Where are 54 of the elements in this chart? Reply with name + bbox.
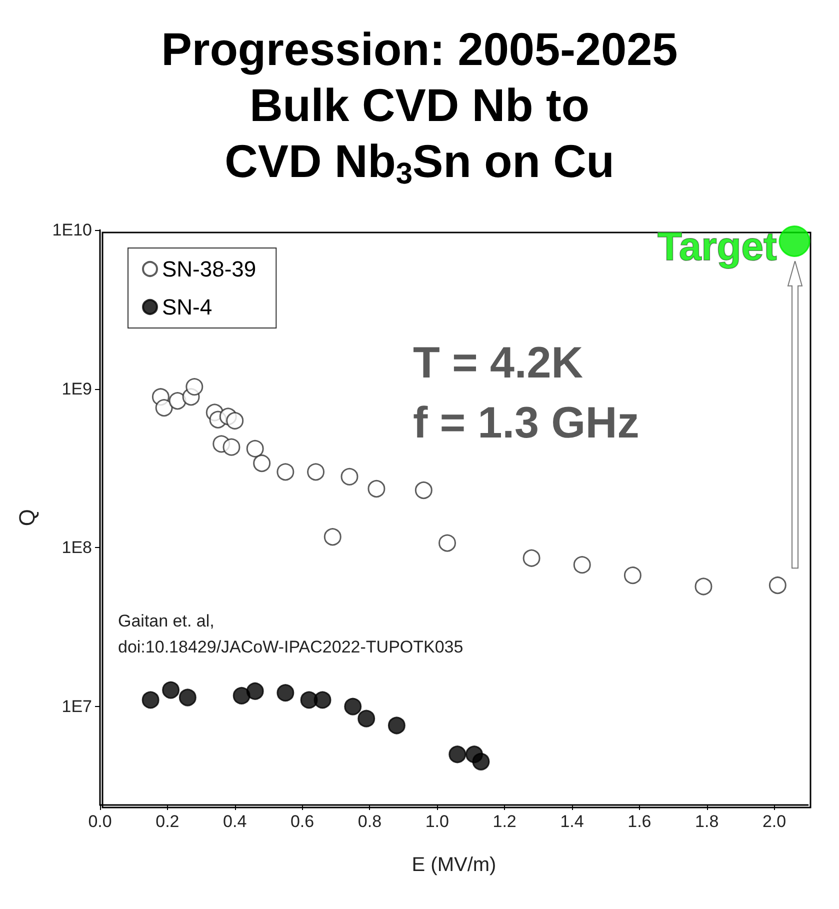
series-label: Target bbox=[657, 225, 777, 270]
point bbox=[276, 684, 294, 702]
point bbox=[624, 566, 642, 584]
point bbox=[344, 698, 362, 716]
point bbox=[246, 440, 264, 458]
point bbox=[226, 412, 244, 430]
y-axis-title: Q bbox=[14, 508, 40, 526]
point bbox=[246, 682, 264, 700]
point bbox=[314, 691, 332, 709]
point bbox=[340, 468, 358, 486]
point bbox=[142, 691, 160, 709]
point bbox=[168, 392, 186, 410]
point bbox=[358, 710, 376, 728]
point bbox=[522, 549, 540, 567]
point bbox=[186, 378, 204, 396]
x-tick-label: 0.2 bbox=[156, 812, 180, 831]
x-tick-label: 1.0 bbox=[425, 812, 449, 831]
point bbox=[388, 716, 406, 734]
point bbox=[368, 480, 386, 498]
point bbox=[573, 556, 591, 574]
point bbox=[155, 399, 173, 417]
point bbox=[768, 576, 786, 594]
point bbox=[178, 688, 196, 706]
point bbox=[253, 454, 271, 472]
point bbox=[162, 681, 180, 699]
point bbox=[438, 534, 456, 552]
x-tick-label: 1.4 bbox=[560, 812, 584, 831]
x-tick-label: 0.6 bbox=[290, 812, 314, 831]
x-axis-title: E (MV/m) bbox=[412, 854, 496, 876]
annotation: T = 4.2K f = 1.3 GHz bbox=[413, 338, 640, 448]
point bbox=[778, 225, 810, 257]
x-tick-label: 0.8 bbox=[358, 812, 382, 831]
annotation: Gaitan et. al, doi:10.18429/JACoW-IPAC2022-TUPOTK035 bbox=[118, 612, 464, 656]
x-tick-label: 1.8 bbox=[695, 812, 719, 831]
legend-label: SN-38-39 bbox=[162, 256, 256, 282]
point bbox=[324, 528, 342, 546]
x-tick-label: 2.0 bbox=[762, 812, 786, 831]
legend-label: SN-4 bbox=[162, 294, 212, 320]
y-tick-label: 1E8 bbox=[62, 538, 92, 558]
x-tick-label: 0.0 bbox=[88, 812, 112, 831]
point bbox=[232, 686, 250, 704]
x-tick-label: 1.2 bbox=[492, 812, 516, 831]
y-tick-label: 1E9 bbox=[62, 379, 92, 398]
y-tick-label: 1E10 bbox=[52, 220, 92, 240]
point bbox=[222, 438, 240, 456]
point bbox=[276, 463, 294, 481]
point bbox=[307, 463, 325, 481]
x-tick-label: 1.6 bbox=[628, 812, 652, 831]
point bbox=[694, 578, 712, 596]
y-tick-label: 1E7 bbox=[62, 697, 92, 716]
x-tick-label: 0.4 bbox=[223, 812, 247, 831]
point bbox=[448, 746, 466, 764]
point bbox=[414, 481, 432, 499]
point bbox=[472, 752, 490, 770]
